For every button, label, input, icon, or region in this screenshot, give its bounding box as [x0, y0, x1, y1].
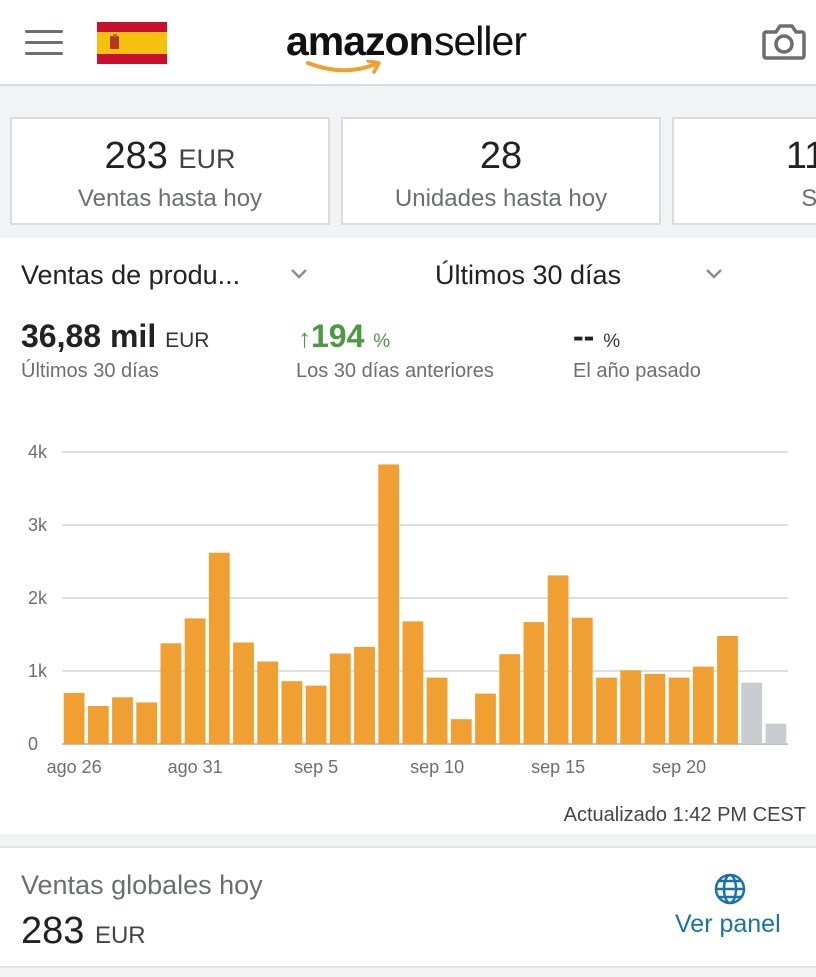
bar-sep-11[interactable] — [450, 719, 472, 744]
current-sales-label: Últimos 30 días — [21, 360, 159, 382]
bar-ago-31[interactable] — [184, 618, 206, 744]
previous-period-label: Los 30 días anteriores — [296, 360, 494, 382]
logo-primary: amazon — [286, 18, 434, 64]
bar-sep-23[interactable] — [741, 682, 763, 744]
bar-ago-26[interactable] — [63, 692, 85, 744]
x-tick-label: sep 10 — [410, 757, 464, 777]
amazon-seller-logo: amazon seller — [286, 14, 546, 74]
units-today-card[interactable]: 28 Unidades hasta hoy — [341, 117, 661, 225]
bar-sep-21[interactable] — [692, 666, 714, 744]
camera-icon[interactable] — [762, 22, 806, 62]
bar-sep-14[interactable] — [523, 622, 545, 744]
x-tick-label: ago 31 — [168, 757, 223, 777]
logo-secondary: seller — [434, 18, 527, 64]
updated-timestamp: Actualizado 1:42 PM CEST — [563, 804, 806, 826]
bar-ago-28[interactable] — [112, 697, 133, 744]
bar-ago-27[interactable] — [87, 706, 109, 744]
x-tick-label: sep 15 — [531, 757, 585, 777]
bar-ago-30[interactable] — [160, 643, 182, 744]
bar-sep-13[interactable] — [499, 654, 521, 744]
last-year-label: El año pasado — [573, 360, 701, 382]
sales-bar-chart: 4k 3k 2k 1k 0 ago 26 ago 31 sep 5 sep 10 sep 15 se… — [28, 442, 788, 777]
bar-sep-1[interactable] — [208, 552, 230, 744]
bar-sep-8[interactable] — [378, 464, 400, 744]
bar-sep-20[interactable] — [668, 677, 690, 744]
summary-cards: 283 EUR Ventas hasta hoy 28 Unidades has… — [0, 88, 816, 236]
y-tick-label: 4k — [28, 442, 48, 462]
top-bar: amazon seller — [0, 0, 816, 86]
sales-today-card[interactable]: 283 EUR Ventas hasta hoy — [10, 117, 330, 225]
y-tick-label: 2k — [28, 588, 48, 608]
bar-sep-9[interactable] — [402, 621, 424, 744]
card-label: Ventas hasta hoy — [77, 185, 263, 212]
card-label: Saldo — [801, 185, 816, 212]
period-dropdown[interactable]: Últimos 30 días — [435, 260, 622, 290]
bar-ago-29[interactable] — [136, 702, 158, 744]
card-value: 28 — [479, 135, 523, 177]
bar-sep-24[interactable] — [765, 723, 787, 744]
bar-sep-15[interactable] — [547, 575, 569, 744]
arrow-up-icon: ↑ — [298, 323, 311, 353]
bar-sep-22[interactable] — [717, 636, 738, 744]
bar-sep-3[interactable] — [257, 661, 279, 745]
view-dashboard-link[interactable]: Ver panel — [675, 910, 781, 938]
smile-arrow-icon — [306, 60, 381, 74]
chevron-down-icon[interactable] — [705, 268, 723, 280]
global-sales-title: Ventas globales hoy — [21, 870, 263, 900]
balance-card[interactable]: 11,22 Saldo — [672, 117, 816, 225]
bar-sep-16[interactable] — [571, 617, 593, 744]
x-tick-label: sep 5 — [294, 757, 338, 777]
bar-sep-2[interactable] — [233, 642, 254, 745]
y-tick-label: 0 — [28, 734, 38, 754]
globe-icon[interactable] — [713, 872, 747, 906]
previous-change-value: ↑194 % — [298, 318, 391, 354]
bar-sep-4[interactable] — [281, 681, 303, 744]
bar-sep-19[interactable] — [644, 673, 666, 744]
bar-sep-18[interactable] — [620, 670, 642, 744]
bar-sep-17[interactable] — [596, 677, 617, 744]
last-year-value: -- % — [573, 318, 621, 354]
y-tick-label: 1k — [28, 661, 48, 681]
global-sales-value: 283 EUR — [21, 910, 146, 952]
hamburger-menu-icon[interactable] — [25, 30, 65, 56]
global-sales-section: Ventas globales hoy 283 EUR Ver panel — [0, 846, 816, 968]
x-tick-label: sep 20 — [652, 757, 706, 777]
bar-sep-6[interactable] — [329, 653, 351, 745]
chevron-down-icon[interactable] — [290, 268, 308, 280]
bar-sep-5[interactable] — [305, 685, 327, 744]
metric-dropdown[interactable]: Ventas de produ... — [21, 260, 241, 290]
bar-sep-7[interactable] — [354, 646, 375, 744]
current-sales-value: 36,88 mil EUR — [21, 318, 210, 354]
spain-flag-icon[interactable] — [97, 22, 167, 64]
bar-sep-12[interactable] — [475, 693, 496, 744]
x-tick-label: ago 26 — [47, 757, 102, 777]
card-label: Unidades hasta hoy — [394, 185, 608, 212]
card-value: 283 EUR — [104, 135, 236, 177]
bar-sep-10[interactable] — [426, 677, 448, 744]
y-tick-label: 3k — [28, 515, 48, 535]
card-value: 11,22 — [785, 135, 816, 177]
